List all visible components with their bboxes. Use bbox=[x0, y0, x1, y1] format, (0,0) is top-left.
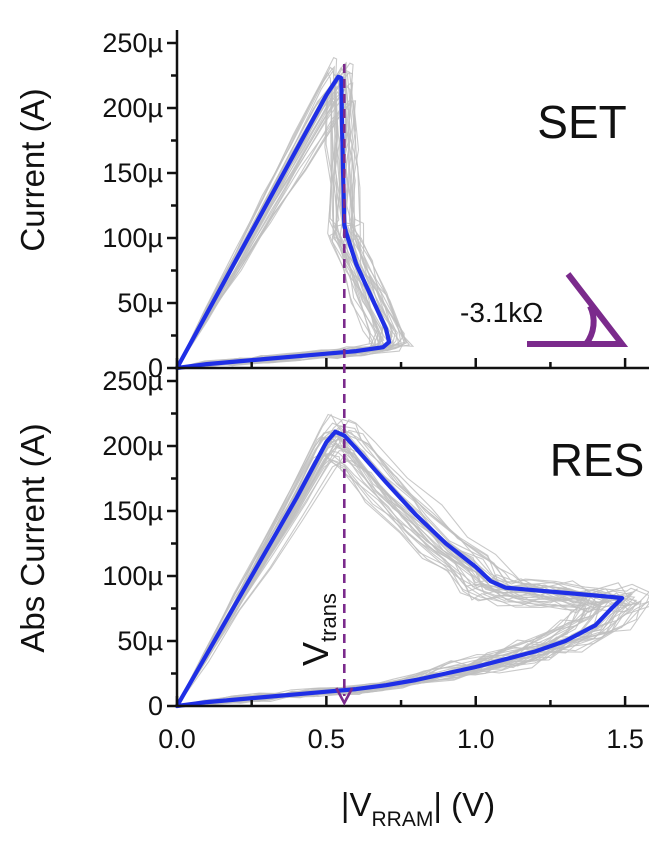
slope-label: -3.1kΩ bbox=[460, 297, 543, 328]
res-y-axis-title: Abs Current (A) bbox=[14, 423, 51, 652]
res-gray-cycle bbox=[177, 429, 597, 706]
set-gray-cycle bbox=[177, 69, 403, 368]
x-tick-label: 0.5 bbox=[308, 724, 346, 754]
res-y-tick-label: 150µ bbox=[102, 496, 163, 526]
set-y-tick-label: 200µ bbox=[102, 93, 163, 123]
v-trans-arrow-icon bbox=[335, 687, 354, 706]
set-gray-cycle bbox=[177, 70, 382, 368]
set-highlight-trace bbox=[174, 74, 392, 371]
set-y-tick-label: 50µ bbox=[117, 288, 163, 318]
v-trans-label-sub: trans bbox=[316, 593, 341, 642]
v-trans-marker: Vtrans bbox=[295, 64, 354, 706]
x-tick-label: 1.5 bbox=[606, 724, 644, 754]
x-axis-title-prefix: |V bbox=[341, 786, 372, 823]
res-y-tick-label: 100µ bbox=[102, 561, 163, 591]
res-y-tick-label: 250µ bbox=[102, 366, 163, 396]
set-panel-label: SET bbox=[537, 96, 626, 148]
set-gray-cycle bbox=[177, 85, 406, 368]
res-gray-cycle bbox=[177, 422, 614, 706]
slope-annotation: -3.1kΩ bbox=[460, 272, 629, 347]
res-y-tick-label: 50µ bbox=[117, 626, 163, 656]
res-gray-cycle bbox=[177, 459, 604, 706]
x-axis-ticks: 0.0 0.5 1.0 1.5 bbox=[158, 358, 644, 754]
set-y-tick-label: 150µ bbox=[102, 158, 163, 188]
slope-arc-icon bbox=[583, 304, 597, 346]
x-axis-title-sub: RRAM bbox=[372, 808, 434, 831]
set-y-tick-label: 100µ bbox=[102, 223, 163, 253]
x-axis-title: |VRRAM| (V) bbox=[341, 786, 495, 831]
set-y-tick-label: 0 bbox=[148, 353, 163, 383]
set-gray-cycles bbox=[177, 56, 415, 368]
x-tick-label: 0.0 bbox=[158, 724, 196, 754]
res-gray-cycle bbox=[177, 413, 607, 706]
v-trans-label-main: V bbox=[295, 642, 336, 666]
res-axis-ticks: 0 50µ 100µ 150µ 200µ 250µ bbox=[102, 366, 177, 721]
set-gray-cycle bbox=[177, 62, 404, 368]
res-panel-label: RES bbox=[550, 434, 645, 486]
set-y-tick-label: 250µ bbox=[102, 28, 163, 58]
slope-angle-icon bbox=[527, 272, 629, 347]
x-axis-title-suffix: | (V) bbox=[433, 786, 495, 823]
res-y-tick-label: 0 bbox=[148, 691, 163, 721]
res-gray-cycle bbox=[177, 413, 609, 706]
res-panel: 0 50µ 100µ 150µ 200µ 250µ RES Abs Current (A) bbox=[14, 366, 649, 721]
set-axis-ticks: 0 50µ 100µ 150µ 200µ 250µ bbox=[102, 28, 177, 383]
set-y-axis-title: Current (A) bbox=[14, 88, 51, 251]
x-tick-label: 1.0 bbox=[457, 724, 495, 754]
v-trans-label: Vtrans bbox=[295, 593, 341, 666]
set-panel: 0 50µ 100µ 150µ 200µ 250µ SET Current (A) -3.… bbox=[14, 28, 629, 383]
res-y-tick-label: 200µ bbox=[102, 431, 163, 461]
res-gray-cycle bbox=[177, 432, 602, 706]
